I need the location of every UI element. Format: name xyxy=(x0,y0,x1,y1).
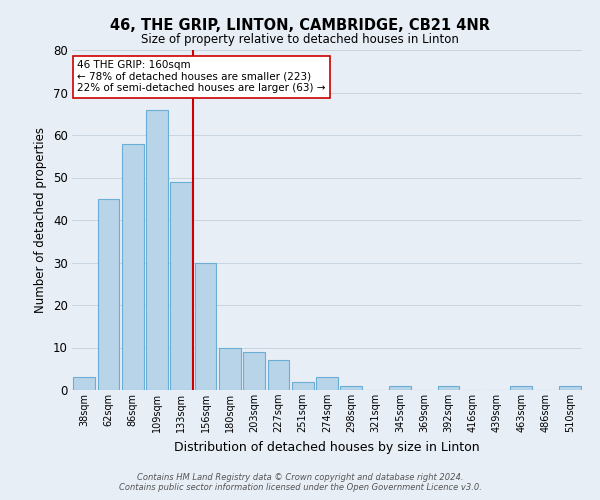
Y-axis label: Number of detached properties: Number of detached properties xyxy=(34,127,47,313)
Bar xyxy=(243,352,265,390)
Bar xyxy=(437,386,460,390)
Bar xyxy=(97,198,119,390)
Text: Size of property relative to detached houses in Linton: Size of property relative to detached ho… xyxy=(141,32,459,46)
Bar xyxy=(268,360,289,390)
Bar xyxy=(316,378,338,390)
Bar xyxy=(511,386,532,390)
Bar xyxy=(73,378,95,390)
Text: Contains HM Land Registry data © Crown copyright and database right 2024.
Contai: Contains HM Land Registry data © Crown c… xyxy=(119,473,481,492)
Bar xyxy=(170,182,192,390)
Text: 46 THE GRIP: 160sqm
← 78% of detached houses are smaller (223)
22% of semi-detac: 46 THE GRIP: 160sqm ← 78% of detached ho… xyxy=(77,60,326,94)
X-axis label: Distribution of detached houses by size in Linton: Distribution of detached houses by size … xyxy=(174,440,480,454)
Bar xyxy=(194,262,217,390)
Bar xyxy=(559,386,581,390)
Bar xyxy=(340,386,362,390)
Bar xyxy=(292,382,314,390)
Bar xyxy=(219,348,241,390)
Bar xyxy=(389,386,411,390)
Text: 46, THE GRIP, LINTON, CAMBRIDGE, CB21 4NR: 46, THE GRIP, LINTON, CAMBRIDGE, CB21 4N… xyxy=(110,18,490,32)
Bar xyxy=(122,144,143,390)
Bar xyxy=(146,110,168,390)
